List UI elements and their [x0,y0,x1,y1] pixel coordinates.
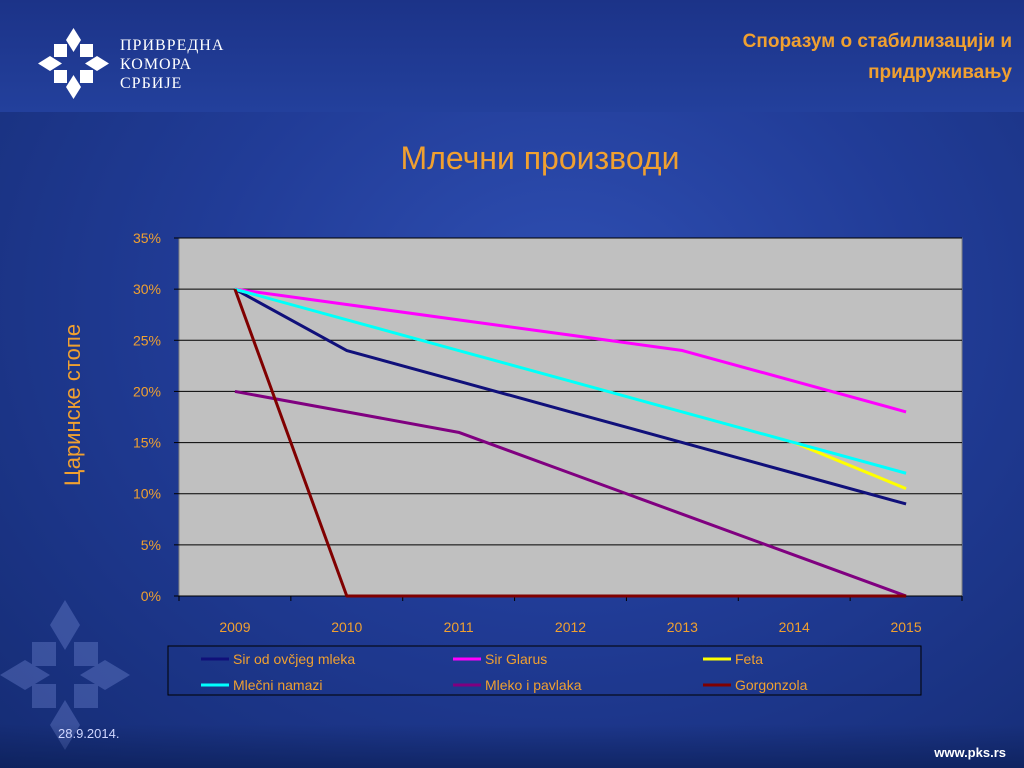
x-tick-label: 2010 [331,619,362,635]
plot-area [178,237,963,597]
logo-text: ПРИВРЕДНА КОМОРА СРБИЈЕ [120,36,224,93]
x-tick-label: 2013 [667,619,698,635]
y-tick-label: 0% [141,588,161,604]
x-tick-label: 2014 [779,619,810,635]
pks-logo [38,28,109,99]
legend-label: Feta [735,651,763,667]
legend-label: Sir od ovčjeg mleka [233,651,355,667]
website-link[interactable]: www.pks.rs [934,745,1006,760]
series-line [234,287,907,506]
legend-label: Mlečni namazi [233,677,322,693]
slide-title: Млечни производи [400,140,680,176]
y-axis-title: Царинске стопе [60,324,85,486]
y-tick-label: 30% [133,281,161,297]
logo-line-2: КОМОРА [120,56,193,73]
x-tick-label: 2011 [444,619,474,635]
y-tick-label: 25% [133,332,161,348]
y-tick-label: 10% [133,486,161,502]
subject-line-2: придруживању [868,62,1012,83]
legend-label: Mleko i pavlaka [485,677,582,693]
header-band [0,0,1024,112]
legend-box [167,645,922,696]
slide-date: 28.9.2014. [58,726,120,741]
y-tick-label: 20% [133,383,161,399]
y-tick-label: 35% [133,230,161,246]
x-tick-label: 2009 [219,619,250,635]
footer-band [0,724,1024,768]
series-line [234,389,907,598]
x-tick-label: 2015 [890,619,921,635]
legend-label: Sir Glarus [485,651,547,667]
y-tick-label: 15% [133,435,161,451]
x-tick-label: 2012 [555,619,586,635]
series-line [233,288,907,598]
y-tick-label: 5% [141,537,161,553]
series-line [234,287,907,475]
subject-line-1: Споразум о стабилизацији и [742,31,1012,52]
series-line [234,287,907,414]
slide-subject: Споразум о стабилизацији и придруживању [612,26,1012,88]
logo-line-1: ПРИВРЕДНА [120,37,225,54]
legend-label: Gorgonzola [735,677,808,693]
logo-line-3: СРБИЈЕ [120,75,183,92]
